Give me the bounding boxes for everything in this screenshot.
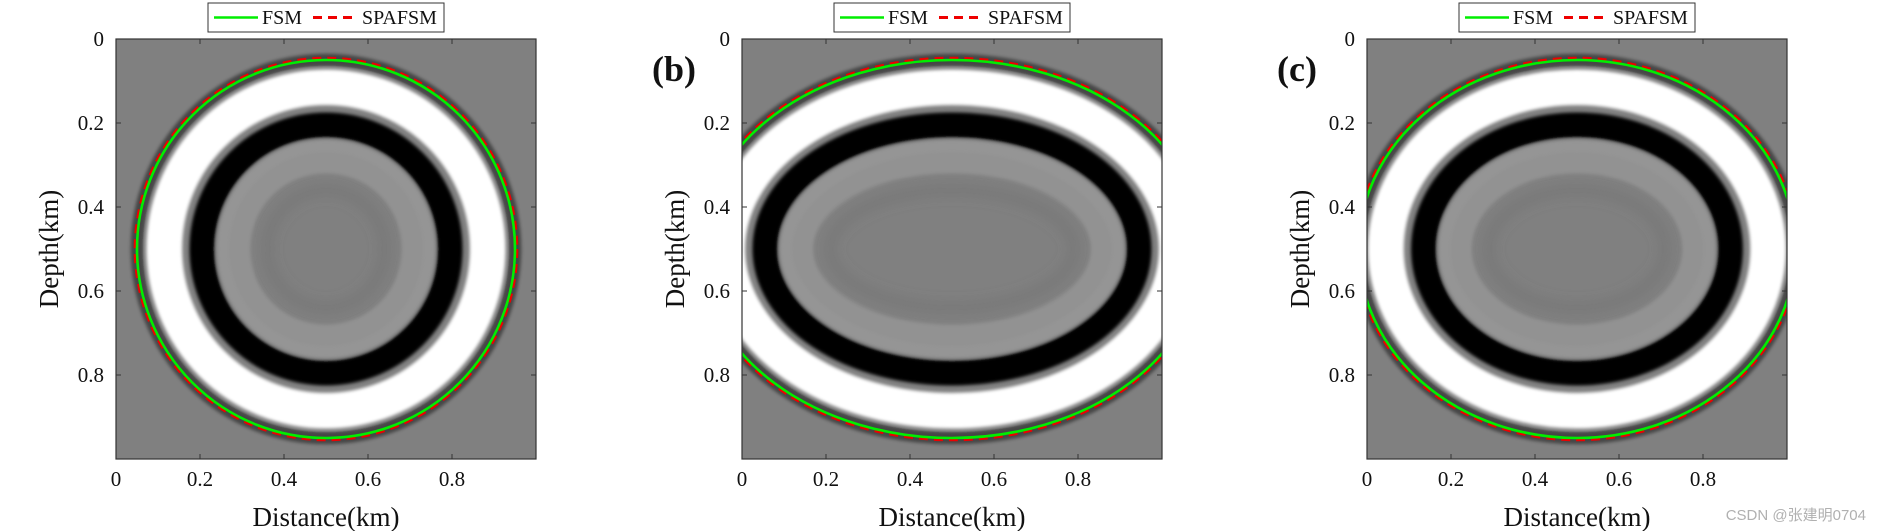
y-tick-label: 0.6: [1329, 279, 1355, 303]
csdn-watermark: CSDN @张建明0704: [1725, 507, 1866, 524]
y-tick-label: 0.4: [704, 195, 731, 219]
x-tick-label: 0.4: [1522, 467, 1549, 491]
wavefront-ring-3: [1411, 112, 1743, 386]
axes-box: [1366, 38, 1788, 460]
y-tick-label: 0.8: [704, 363, 730, 387]
legend-fsm-label: FSM: [1513, 7, 1553, 29]
panel-1: 0 0.2 0.4 0.6 0.8 0 0.2 0.4 0.6 0.8 Distance(km) De…: [34, 2, 537, 531]
x-tick-label: 0.4: [271, 467, 298, 491]
y-tick-label: 0.2: [1329, 111, 1355, 135]
legend-spafsm-label: SPAFSM: [1613, 7, 1688, 29]
x-tick-label: 0.8: [439, 467, 465, 491]
y-tick-label: 0.2: [704, 111, 730, 135]
wavefield-image: [742, 39, 1162, 459]
y-tick-label: 0.8: [78, 363, 104, 387]
spafsm-curve: [1367, 56, 1787, 442]
legend-fsm-label: FSM: [888, 7, 928, 29]
x-tick-label: 0: [737, 467, 748, 491]
traveltime-curves: [1367, 56, 1787, 442]
wavefront-ring-5: [1451, 152, 1703, 346]
y-tick-label: 0.4: [1329, 195, 1356, 219]
y-tick-label: 0: [94, 27, 105, 51]
wavefront-ring-2: [146, 69, 506, 429]
traveltime-curves: [133, 56, 519, 442]
wavefront-ring-5: [792, 152, 1112, 346]
wavefront-ring-2: [742, 69, 1162, 429]
y-tick-label: 0: [1345, 27, 1356, 51]
wavefront-ring-2: [1368, 69, 1786, 429]
traveltime-curves: [742, 56, 1162, 442]
legend: FSM SPAFSM: [1458, 2, 1696, 33]
fsm-curve: [135, 58, 517, 440]
background-field: [116, 39, 536, 459]
x-axis-label: Distance(km): [1504, 502, 1651, 531]
y-tick-label: 0: [720, 27, 731, 51]
y-axis-label: Depth(km): [660, 190, 690, 308]
x-tick-label: 0.2: [187, 467, 213, 491]
x-tick-label: 0.8: [1065, 467, 1091, 491]
legend-spafsm-label: SPAFSM: [362, 7, 437, 29]
wavefield-image: [116, 39, 536, 459]
wavefront-ring-5: [229, 152, 423, 346]
panel-label: (c): [1277, 49, 1317, 89]
inner-rim: [826, 186, 1078, 312]
x-tick-label: 0.2: [813, 467, 839, 491]
axes-box: [115, 38, 537, 460]
panel-3: 0 0.2 0.4 0.6 0.8 0 0.2 0.4 0.6 0.8 Distance(km) De…: [1277, 2, 1788, 531]
x-tick-label: 0.6: [1606, 467, 1632, 491]
y-tick-label: 0.8: [1329, 363, 1355, 387]
legend-spafsm-label: SPAFSM: [988, 7, 1063, 29]
axes-box: [741, 38, 1163, 460]
fsm-curve: [1367, 58, 1787, 440]
panel-2: 0 0.2 0.4 0.6 0.8 0 0.2 0.4 0.6 0.8 Distance(km) De…: [652, 2, 1163, 531]
wavefield-image: [1367, 39, 1787, 459]
y-tick-label: 0.4: [78, 195, 105, 219]
panel-label: (b): [652, 49, 696, 89]
x-tick-label: 0.4: [897, 467, 924, 491]
wavefront-ring-3: [752, 112, 1152, 386]
wavefront-ring-4: [216, 139, 436, 359]
y-axis-label: Depth(km): [34, 190, 64, 308]
x-tick-label: 0.8: [1690, 467, 1716, 491]
x-tick-label: 0: [111, 467, 122, 491]
y-tick-label: 0.6: [78, 279, 104, 303]
x-tick-label: 0.2: [1438, 467, 1464, 491]
legend: FSM SPAFSM: [207, 2, 445, 33]
wavefront-ring-4: [1438, 139, 1716, 359]
fsm-curve: [742, 58, 1162, 440]
x-axis-label: Distance(km): [879, 502, 1026, 531]
x-tick-label: 0.6: [981, 467, 1007, 491]
inner-rim: [1484, 186, 1670, 312]
wavefront-ring-4: [779, 139, 1125, 359]
y-tick-label: 0.6: [704, 279, 730, 303]
inner-rim: [263, 186, 389, 312]
legend-fsm-label: FSM: [262, 7, 302, 29]
legend: FSM SPAFSM: [833, 2, 1071, 33]
spafsm-curve: [133, 56, 519, 442]
y-tick-label: 0.2: [78, 111, 104, 135]
x-tick-label: 0.6: [355, 467, 381, 491]
spafsm-curve: [742, 56, 1162, 442]
x-tick-label: 0: [1362, 467, 1373, 491]
y-axis-label: Depth(km): [1285, 190, 1315, 308]
x-axis-label: Distance(km): [253, 502, 400, 531]
wavefront-ring-3: [189, 112, 463, 386]
